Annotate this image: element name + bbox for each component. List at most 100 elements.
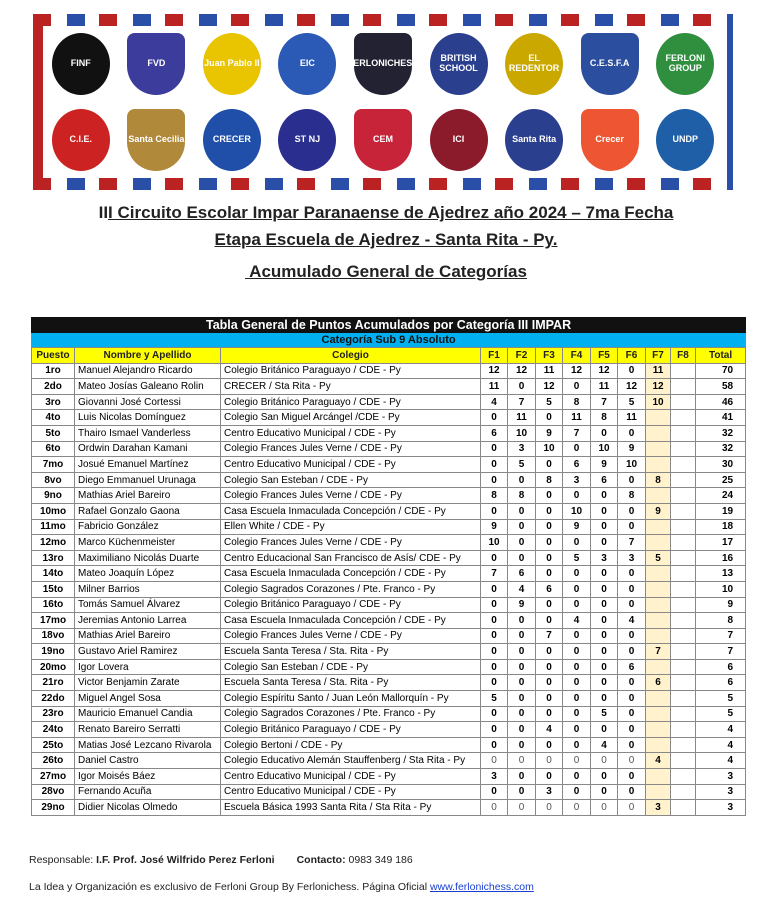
total-cell: 3 (694, 768, 747, 785)
total-cell: 17 (694, 534, 747, 551)
column-header: F3 (535, 347, 563, 364)
f8-cell (670, 627, 696, 645)
f3-cell: 11 (535, 362, 563, 380)
f8-cell (670, 471, 696, 489)
f6-cell: 0 (617, 596, 646, 614)
f7-cell (645, 534, 671, 551)
rank-cell: 27mo (31, 768, 75, 785)
f4-cell: 12 (562, 362, 591, 380)
f2-cell: 0 (507, 736, 536, 754)
f3-cell: 0 (535, 518, 563, 536)
f7-cell: 11 (645, 362, 671, 380)
f4-cell: 0 (562, 721, 591, 738)
table-row: 10mo Rafael Gonzalo Gaona Casa Escuela Inm… (31, 502, 747, 520)
f1-cell: 0 (480, 596, 508, 614)
total-cell: 4 (694, 721, 747, 738)
f8-cell (670, 456, 696, 473)
f3-cell: 0 (535, 534, 563, 551)
rank-cell: 22do (31, 690, 75, 707)
total-cell: 32 (694, 424, 747, 442)
f7-cell (645, 627, 671, 645)
f3-cell: 7 (535, 627, 563, 645)
school-cell: Colegio Espíritu Santo / Juan León Mallo… (220, 690, 481, 707)
f6-cell: 0 (617, 705, 646, 723)
rank-cell: 10mo (31, 502, 75, 520)
total-cell: 18 (694, 518, 747, 536)
f4-cell: 0 (562, 487, 591, 504)
sponsor-logo: EIC (278, 33, 337, 95)
f6-cell: 7 (617, 534, 646, 551)
name-cell: Mateo Josías Galeano Rolin (74, 378, 221, 395)
rank-cell: 9no (31, 487, 75, 504)
school-cell: Colegio Frances Jules Verne / CDE - Py (220, 627, 481, 645)
official-site-link[interactable]: www.ferlonichess.com (429, 881, 534, 893)
school-cell: Colegio San Esteban / CDE - Py (220, 471, 481, 489)
sponsor-logo: Santa Cecilia (127, 109, 186, 171)
f6-cell: 9 (617, 440, 646, 458)
f6-cell: 10 (617, 456, 646, 473)
total-cell: 41 (694, 409, 747, 426)
name-cell: Ordwin Darahan Kamani (74, 440, 221, 458)
f7-cell (645, 596, 671, 614)
f8-cell (670, 580, 696, 598)
name-cell: Igor Moisés Báez (74, 768, 221, 785)
f3-cell: 0 (535, 456, 563, 473)
name-cell: Mauricio Emanuel Candia (74, 705, 221, 723)
f7-cell: 3 (645, 799, 671, 816)
f3-cell: 0 (535, 768, 563, 785)
f7-cell (645, 580, 671, 598)
sponsor-logo: ICI (429, 109, 488, 171)
f6-cell: 0 (617, 627, 646, 645)
f8-cell (670, 674, 696, 692)
f4-cell: 0 (562, 627, 591, 645)
responsible-line: Responsable: I.F. Prof. José Wilfrido Pe… (29, 854, 413, 866)
f5-cell: 0 (590, 518, 618, 536)
sponsor-logo: Santa Rita (505, 109, 564, 171)
sponsor-logo: EL REDENTOR (505, 33, 564, 95)
f1-cell: 0 (480, 502, 508, 520)
f1-cell: 0 (480, 721, 508, 738)
total-cell: 58 (694, 378, 747, 395)
f4-cell: 0 (562, 768, 591, 785)
f4-cell: 0 (562, 783, 591, 801)
f8-cell (670, 549, 696, 567)
school-cell: Escuela Santa Teresa / Sta. Rita - Py (220, 643, 481, 660)
f5-cell: 0 (590, 596, 618, 614)
column-header: Total (694, 347, 747, 364)
school-cell: Colegio San Esteban / CDE - Py (220, 658, 481, 676)
f1-cell: 4 (480, 393, 508, 411)
name-cell: Manuel Alejandro Ricardo (74, 362, 221, 380)
rank-cell: 11mo (31, 518, 75, 536)
f2-cell: 0 (507, 799, 536, 816)
f2-cell: 0 (507, 721, 536, 738)
column-header: F1 (480, 347, 508, 364)
table-row: 18vo Mathias Ariel Bareiro Colegio Frances… (31, 627, 747, 645)
f4-cell: 0 (562, 674, 591, 692)
f3-cell: 0 (535, 409, 563, 426)
f2-cell: 8 (507, 487, 536, 504)
f5-cell: 8 (590, 409, 618, 426)
table-row: 5to Thairo Ismael Vanderless Centro Educat… (31, 424, 747, 442)
f2-cell: 3 (507, 440, 536, 458)
rank-cell: 5to (31, 424, 75, 442)
f6-cell: 12 (617, 378, 646, 395)
rank-cell: 3ro (31, 393, 75, 411)
column-header: Nombre y Apellido (74, 347, 221, 364)
f4-cell: 0 (562, 736, 591, 754)
f5-cell: 0 (590, 721, 618, 738)
table-row: 20mo Igor Lovera Colegio San Esteban / CDE… (31, 658, 747, 676)
f3-cell: 0 (535, 643, 563, 660)
name-cell: Matias José Lezcano Rivarola (74, 736, 221, 754)
f5-cell: 0 (590, 752, 618, 770)
f5-cell: 11 (590, 378, 618, 395)
f8-cell (670, 752, 696, 770)
rank-cell: 16to (31, 596, 75, 614)
f4-cell: 0 (562, 643, 591, 660)
f6-cell: 3 (617, 549, 646, 567)
f3-cell: 0 (535, 752, 563, 770)
f7-cell (645, 705, 671, 723)
f2-cell: 7 (507, 393, 536, 411)
table-row: 11mo Fabricio González Ellen White / CDE -… (31, 518, 747, 536)
total-cell: 25 (694, 471, 747, 489)
name-cell: Diego Emmanuel Urunaga (74, 471, 221, 489)
